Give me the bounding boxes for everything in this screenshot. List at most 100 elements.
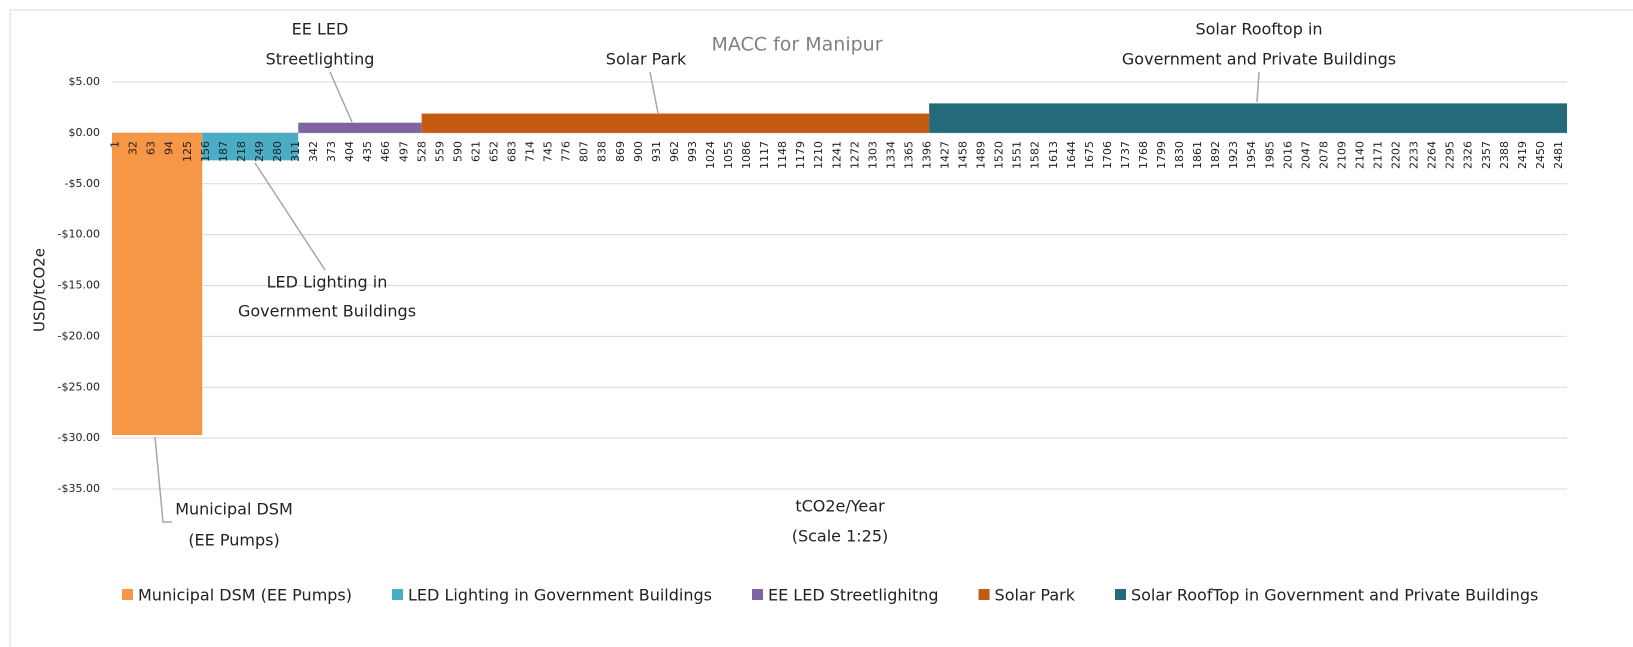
x-tick-label: 280 xyxy=(271,141,284,162)
x-tick-label: 1210 xyxy=(812,141,825,169)
x-tick-label: 1985 xyxy=(1263,141,1276,169)
x-tick-label: 1303 xyxy=(866,141,879,169)
annotation: Solar Park xyxy=(606,50,687,69)
leader-line xyxy=(154,436,172,523)
x-tick-label: 1644 xyxy=(1065,141,1078,169)
x-tick-label: 2264 xyxy=(1426,141,1439,169)
x-tick-label: 1334 xyxy=(884,141,897,169)
bar xyxy=(202,132,299,161)
leader-line xyxy=(1256,71,1260,103)
x-tick-label: 342 xyxy=(307,141,320,162)
x-tick-label: 1520 xyxy=(993,141,1006,169)
legend-swatch xyxy=(751,589,763,600)
x-tick-label: 2450 xyxy=(1534,141,1547,169)
x-tick-label: 1706 xyxy=(1101,141,1114,169)
x-tick-label: 993 xyxy=(686,141,699,162)
x-tick-label: 1 xyxy=(109,141,122,148)
x-tick-label: 156 xyxy=(199,141,212,162)
y-tick-label: $5.00 xyxy=(69,75,101,88)
x-tick-label: 311 xyxy=(289,141,302,162)
x-tick-label: 2326 xyxy=(1462,141,1475,169)
legend-swatch xyxy=(978,589,990,600)
x-tick-label: 1489 xyxy=(975,141,988,169)
x-tick-label: 1148 xyxy=(776,141,789,169)
legend-label: Solar Park xyxy=(995,586,1076,605)
leader-line xyxy=(254,162,326,271)
x-tick-label: 218 xyxy=(235,141,248,162)
x-tick-label: 745 xyxy=(542,141,555,162)
x-tick-label: 2109 xyxy=(1335,141,1348,169)
x-tick-label: 1613 xyxy=(1047,141,1060,169)
bar xyxy=(929,103,1567,133)
legend-swatch xyxy=(122,589,133,600)
x-tick-label: 1675 xyxy=(1083,141,1096,169)
x-tick-label: 1179 xyxy=(794,141,807,169)
leader-line xyxy=(329,71,353,123)
x-tick-label: 1272 xyxy=(848,141,861,169)
y-tick-label: -$25.00 xyxy=(58,380,100,393)
legend: Municipal DSM (EE Pumps) LED Lighting in … xyxy=(122,586,1538,605)
x-tick-label: 94 xyxy=(163,141,176,155)
annotation: (EE Pumps) xyxy=(188,531,279,550)
annotation: LED Lighting in xyxy=(267,273,388,292)
x-tick-label: 466 xyxy=(379,141,392,162)
x-tick-label: 2295 xyxy=(1444,141,1457,169)
x-tick-label: 683 xyxy=(506,141,519,162)
legend-label: Municipal DSM (EE Pumps) xyxy=(138,586,352,605)
x-tick-label: 32 xyxy=(127,141,140,155)
y-tick-label: -$30.00 xyxy=(58,431,100,444)
x-tick-label: 2388 xyxy=(1498,141,1511,169)
x-tick-label: 1365 xyxy=(902,141,915,169)
x-tick-label: 714 xyxy=(524,141,537,162)
x-tick-label: 2016 xyxy=(1281,141,1294,169)
x-tick-label: 404 xyxy=(343,141,356,162)
x-tick-label: 249 xyxy=(253,141,266,162)
x-tick-label: 776 xyxy=(560,141,573,162)
chart-title: MACC for Manipur xyxy=(711,34,882,56)
annotation: Municipal DSM xyxy=(175,500,293,519)
x-tick-label: 2078 xyxy=(1317,141,1330,169)
bar xyxy=(298,122,422,133)
x-tick-label: 1892 xyxy=(1209,141,1222,169)
x-tick-label: 1737 xyxy=(1119,141,1132,169)
x-tick-label: 1954 xyxy=(1245,141,1258,169)
x-tick-label: 63 xyxy=(145,141,158,155)
x-tick-label: 187 xyxy=(217,141,230,162)
annotation: Government and Private Buildings xyxy=(1122,50,1396,69)
x-tick-label: 1241 xyxy=(830,141,843,169)
x-tick-label: 1768 xyxy=(1137,141,1150,169)
x-tick-label: 1923 xyxy=(1227,141,1240,169)
x-tick-label: 1055 xyxy=(722,141,735,169)
annotation: Solar Rooftop in xyxy=(1195,20,1322,39)
x-tick-label: 838 xyxy=(596,141,609,162)
x-tick-label: 621 xyxy=(469,141,482,162)
leader-line xyxy=(649,71,659,114)
x-tick-label: 1799 xyxy=(1155,141,1168,169)
y-tick-label: -$15.00 xyxy=(58,279,100,292)
x-tick-label: 373 xyxy=(325,141,338,162)
x-tick-label: 900 xyxy=(632,141,645,162)
x-tick-label: 1458 xyxy=(957,141,970,169)
x-tick-label: 807 xyxy=(578,141,591,162)
x-tick-label: 2140 xyxy=(1353,141,1366,169)
x-tick-label: 1024 xyxy=(704,141,717,169)
x-tick-label: 2357 xyxy=(1480,141,1493,169)
x-tick-label: 2481 xyxy=(1552,141,1565,169)
x-tick-label: 1396 xyxy=(920,141,933,169)
x-tick-label: 2171 xyxy=(1372,141,1385,169)
y-tick-label: -$10.00 xyxy=(58,228,100,241)
x-tick-label: 497 xyxy=(397,141,410,162)
x-tick-label: 652 xyxy=(487,141,500,162)
x-tick-label: 1117 xyxy=(758,141,771,169)
x-axis-title: tCO2e/Year xyxy=(795,497,885,516)
legend-swatch xyxy=(392,589,404,600)
legend-label: EE LED Streetlighitng xyxy=(768,586,939,605)
bar xyxy=(421,113,930,133)
x-tick-label: 2047 xyxy=(1299,141,1312,169)
x-tick-label: 1582 xyxy=(1029,141,1042,169)
x-tick-label: 435 xyxy=(361,141,374,162)
y-tick-label: -$5.00 xyxy=(65,177,100,190)
annotation: EE LED xyxy=(292,20,349,39)
x-tick-label: 1830 xyxy=(1173,141,1186,169)
